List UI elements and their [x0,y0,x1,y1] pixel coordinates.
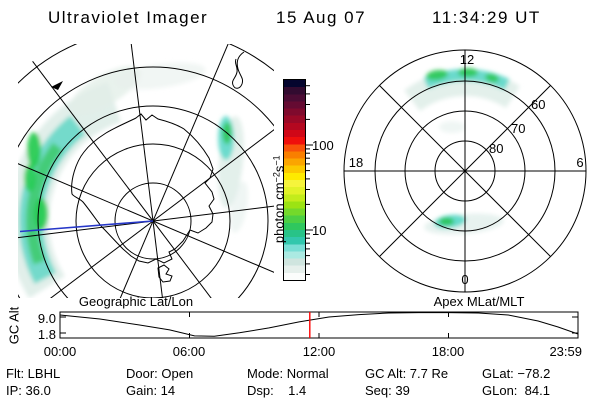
xtick-1800: 18:00 [431,344,465,359]
gc-alt-curve [59,312,578,337]
unit-exp-1: −2 [271,172,282,183]
xtick-0600: 06:00 [172,344,206,359]
status-seq: Seq: 39 [365,383,410,398]
ytick-9: 9.0 [37,311,56,326]
status-gain: Gain: 14 [126,383,176,398]
status-mode: Mode: Normal [247,366,329,381]
mlt-label-6: 6 [576,155,584,170]
colorbar [283,79,306,281]
aurora-emissions-left [18,62,249,298]
header-time: 11:34:29 UT [432,8,541,27]
status-gcalt: GC Alt: 7.7 Re [365,366,449,381]
aurora-emissions-right [404,68,520,235]
header-date: 15 Aug 07 [276,8,367,27]
status-glat: GLat: −78.2 [482,366,551,381]
left-plot-title: Geographic Lat/Lon [78,294,194,309]
unit-mid: s [271,165,287,173]
mlat-label-60: 60 [531,97,546,112]
gc-alt-ylabel: GC Alt [6,306,22,345]
unit-exp-2: −1 [271,155,282,166]
mlt-label-0: 0 [461,272,469,287]
status-ip: IP: 36.0 [6,383,51,398]
mlt-spokes [344,50,586,292]
mlat-label-80: 80 [489,141,504,156]
xtick-2359: 23:59 [549,344,582,359]
status-dsp: Dsp: 1.4 [247,383,307,398]
right-plot-title: Apex MLat/MLT [433,294,525,309]
colorbar-unit-label: photon cm−2s−1 [257,132,302,282]
coastline-islands [157,51,245,283]
colorbar-tick-10: 10 [312,223,327,238]
ytick-1-8: 1.8 [37,327,56,342]
xtick-0000: 00:00 [43,344,77,359]
mlt-label-18: 18 [348,155,364,170]
status-door: Door: Open [126,366,194,381]
colorbar-tick-100: 100 [312,138,334,153]
mlat-label-70: 70 [511,121,526,136]
mlt-label-12: 12 [459,52,475,67]
ground-track-line [19,220,154,233]
antarctica-coastline [71,113,215,264]
status-glon: GLon: 84.1 [482,383,550,398]
status-flt: Flt: LBHL [6,366,61,381]
gc-alt-chart [59,311,579,339]
geo-latitude-circles [18,44,274,298]
colorbar-ticks [306,85,313,275]
unit-prefix: photon cm [271,182,287,244]
xtick-1200: 12:00 [302,344,336,359]
app-title: Ultraviolet Imager [48,8,209,27]
direction-arrow-icon [51,81,63,90]
